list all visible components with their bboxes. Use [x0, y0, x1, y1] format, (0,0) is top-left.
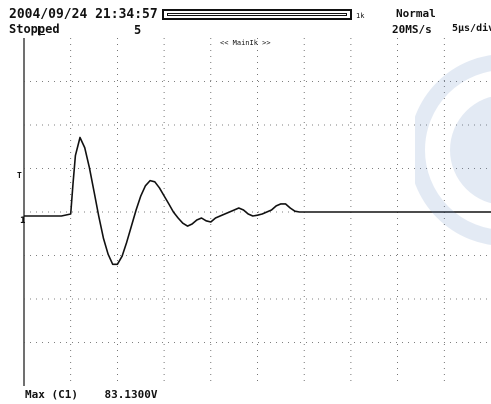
trigger-mode: Normal	[396, 7, 436, 20]
sample-rate: 20MS/s	[392, 23, 432, 36]
waveform-trace	[24, 136, 491, 266]
ground-marker: 1	[20, 216, 26, 226]
trigger-level-marker: T	[17, 171, 22, 180]
acquisition-state: Stopped	[9, 22, 60, 36]
trigger-slope-icon	[38, 26, 45, 35]
measurement-readout: Max (C1) 83.1300V	[25, 389, 157, 400]
memory-size-label: 1k	[356, 12, 365, 20]
datetime-readout: 2004/09/24 21:34:57	[9, 7, 158, 22]
measurement-label: Max (C1)	[25, 388, 78, 401]
memory-position-window	[167, 13, 347, 16]
time-div: 5µs/div	[452, 23, 491, 34]
measurement-value: 83.1300V	[104, 388, 158, 401]
watermark-seal	[415, 55, 491, 245]
zoom-label: << MainIk >>	[220, 39, 271, 47]
acquisition-count: 5	[134, 23, 142, 37]
memory-position-bar[interactable]	[162, 9, 352, 20]
